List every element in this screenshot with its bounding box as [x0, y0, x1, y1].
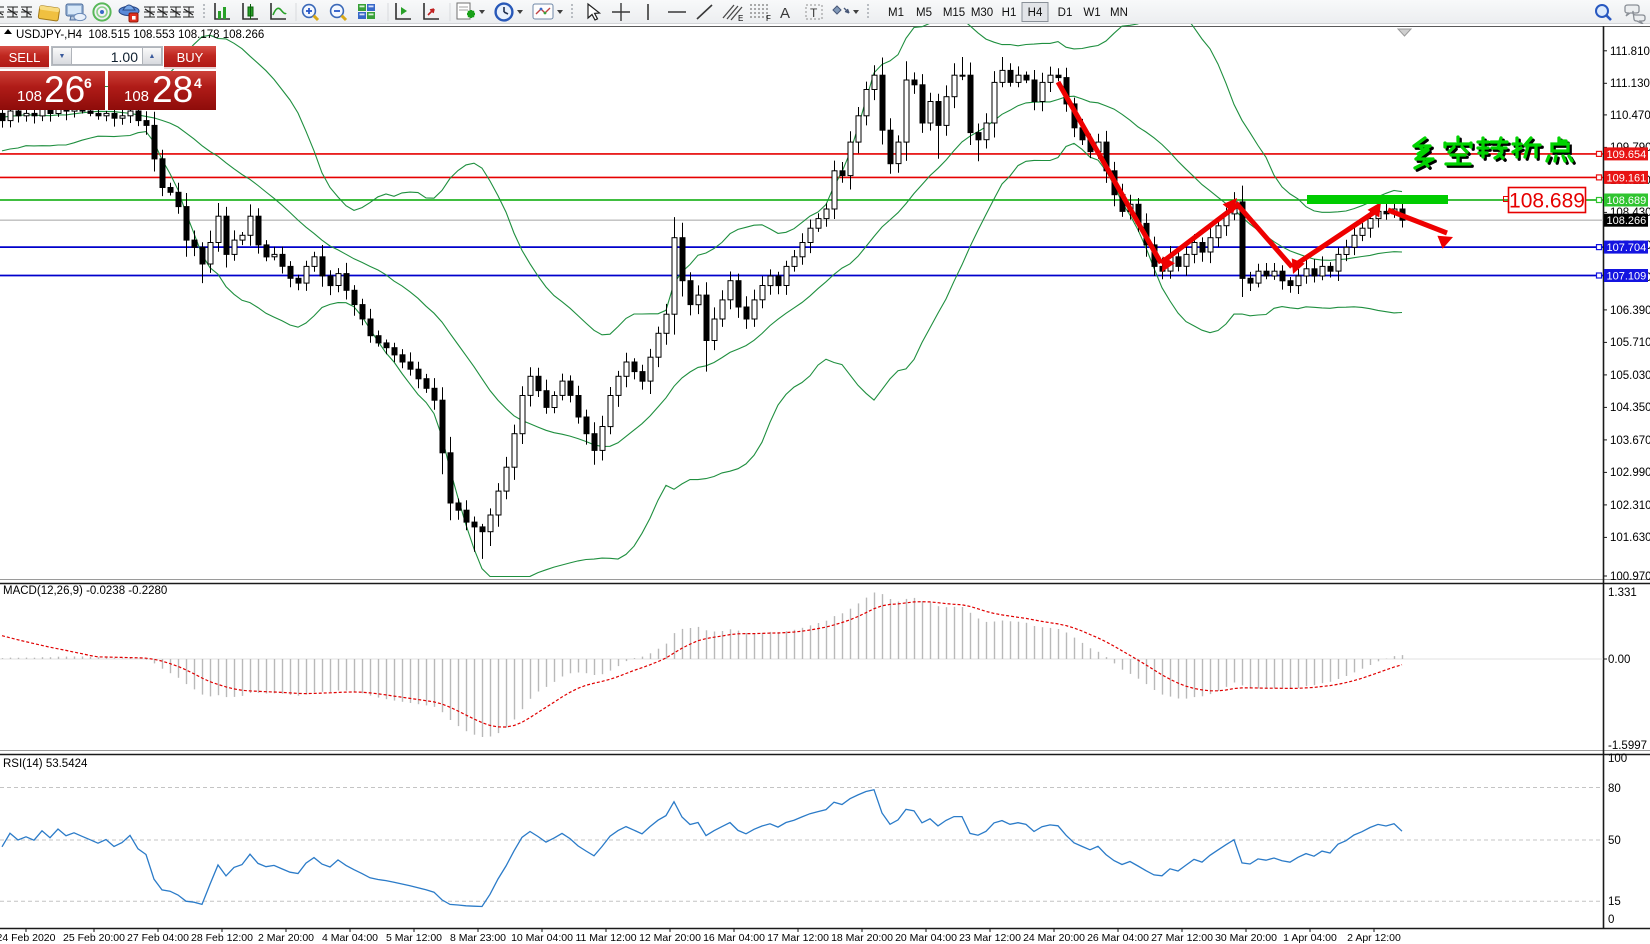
svg-text:50: 50 [1608, 835, 1621, 847]
svg-text:104.350: 104.350 [1610, 402, 1650, 414]
svg-text:17 Mar 12:00: 17 Mar 12:00 [767, 932, 829, 944]
svg-text:4 Mar 04:00: 4 Mar 04:00 [322, 932, 378, 944]
svg-text:W1: W1 [1083, 7, 1100, 19]
svg-text:A: A [780, 5, 790, 22]
svg-text:108.689: 108.689 [1509, 190, 1585, 213]
svg-text:26 Mar 04:00: 26 Mar 04:00 [1087, 932, 1149, 944]
svg-text:M30: M30 [971, 7, 993, 19]
svg-text:23 Mar 12:00: 23 Mar 12:00 [959, 932, 1021, 944]
svg-text:108.266: 108.266 [1607, 215, 1647, 227]
svg-text:100.970: 100.970 [1610, 571, 1650, 583]
svg-text:M1: M1 [888, 7, 904, 19]
svg-text:10 Mar 04:00: 10 Mar 04:00 [511, 932, 573, 944]
svg-text:30 Mar 20:00: 30 Mar 20:00 [1215, 932, 1277, 944]
svg-text:108.689: 108.689 [1607, 195, 1647, 207]
svg-text:15: 15 [1608, 896, 1621, 908]
svg-text:105.710: 105.710 [1610, 337, 1650, 349]
svg-text:102.310: 102.310 [1610, 500, 1650, 512]
svg-text:27 Feb 04:00: 27 Feb 04:00 [127, 932, 189, 944]
svg-text:28 Feb 12:00: 28 Feb 12:00 [191, 932, 253, 944]
svg-text:2 Mar 20:00: 2 Mar 20:00 [258, 932, 314, 944]
svg-text:2 Apr 12:00: 2 Apr 12:00 [1347, 932, 1401, 944]
svg-text:12 Mar 20:00: 12 Mar 20:00 [639, 932, 701, 944]
svg-text:102.990: 102.990 [1610, 467, 1650, 479]
svg-text:106.390: 106.390 [1610, 305, 1650, 317]
svg-text:M15: M15 [943, 7, 965, 19]
svg-text:80: 80 [1608, 783, 1621, 795]
svg-text:-1.5997: -1.5997 [1608, 740, 1647, 752]
svg-text:107.109: 107.109 [1607, 271, 1647, 283]
svg-text:20 Mar 04:00: 20 Mar 04:00 [895, 932, 957, 944]
svg-text:103.670: 103.670 [1610, 435, 1650, 447]
svg-text:18 Mar 20:00: 18 Mar 20:00 [831, 932, 893, 944]
svg-text:109.161: 109.161 [1607, 172, 1647, 184]
svg-text:8 Mar 23:00: 8 Mar 23:00 [450, 932, 506, 944]
svg-text:5 Mar 12:00: 5 Mar 12:00 [386, 932, 442, 944]
svg-text:MN: MN [1110, 7, 1128, 19]
svg-text:24 Feb 2020: 24 Feb 2020 [0, 932, 56, 944]
svg-text:1.331: 1.331 [1608, 587, 1637, 599]
svg-text:E: E [738, 14, 743, 23]
svg-text:27 Mar 12:00: 27 Mar 12:00 [1151, 932, 1213, 944]
svg-text:109.654: 109.654 [1607, 149, 1647, 161]
svg-text:107.704: 107.704 [1607, 242, 1647, 254]
svg-text:0.00: 0.00 [1608, 654, 1630, 666]
svg-text:24 Mar 20:00: 24 Mar 20:00 [1023, 932, 1085, 944]
svg-text:D1: D1 [1058, 7, 1073, 19]
svg-text:H1: H1 [1002, 7, 1017, 19]
svg-text:16 Mar 04:00: 16 Mar 04:00 [703, 932, 765, 944]
svg-text:M5: M5 [916, 7, 932, 19]
svg-text:11 Mar 12:00: 11 Mar 12:00 [575, 932, 636, 944]
svg-text:RSI(14) 53.5424: RSI(14) 53.5424 [3, 758, 88, 770]
svg-text:1 Apr 04:00: 1 Apr 04:00 [1283, 932, 1337, 944]
svg-text:100: 100 [1608, 753, 1627, 765]
svg-text:25 Feb 20:00: 25 Feb 20:00 [63, 932, 125, 944]
svg-text:110.470: 110.470 [1610, 110, 1650, 122]
svg-text:101.630: 101.630 [1610, 532, 1650, 544]
svg-text:T: T [810, 6, 818, 20]
svg-text:H4: H4 [1028, 7, 1043, 19]
svg-text:111.130: 111.130 [1610, 78, 1650, 90]
svg-text:0: 0 [1608, 914, 1614, 926]
svg-text:F: F [766, 14, 771, 23]
svg-text:MACD(12,26,9) -0.0238 -0.2280: MACD(12,26,9) -0.0238 -0.2280 [3, 585, 167, 597]
svg-text:111.810: 111.810 [1610, 46, 1650, 58]
svg-text:105.030: 105.030 [1610, 370, 1650, 382]
svg-text:USDJPY-,H4 108.515 108.553 10: USDJPY-,H4 108.515 108.553 108.178 108.2… [16, 29, 264, 41]
